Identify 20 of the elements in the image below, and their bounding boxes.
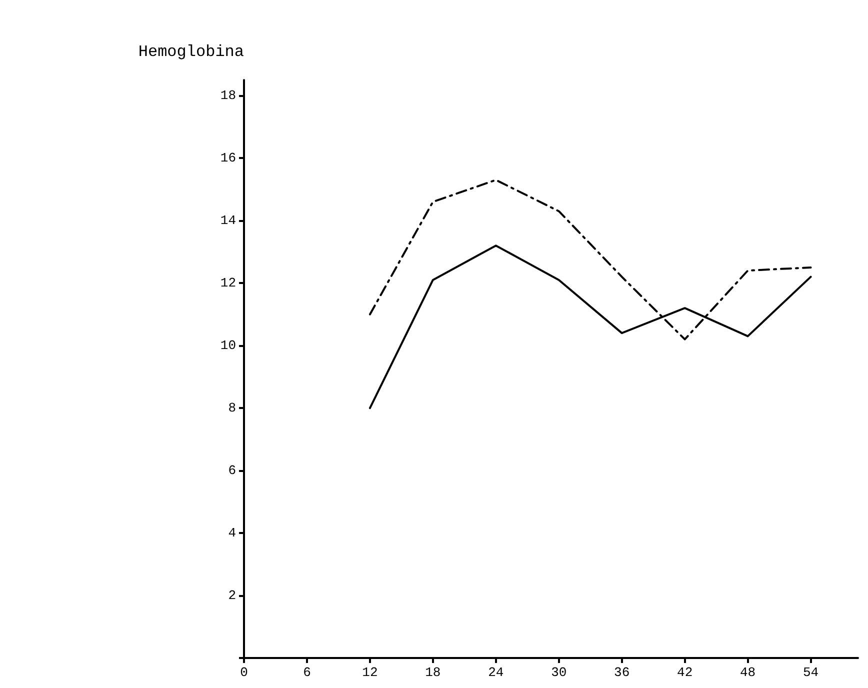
y-tick-label: 2 [228,588,236,604]
y-axis-title: Hemoglobina [138,43,244,61]
x-tick-label: 54 [802,665,819,680]
y-tick-label: 8 [228,400,236,416]
x-tick-label: 42 [677,665,693,680]
x-tick-label: 48 [740,665,756,680]
x-tick-label: 0 [240,665,248,680]
y-tick-label: 4 [228,526,236,541]
x-tick-label: 18 [425,665,441,680]
y-tick-label: 16 [220,150,236,166]
x-tick-label: 12 [362,665,378,680]
x-tick-label: 6 [303,665,311,680]
x-tick-label: 24 [488,665,504,680]
y-tick-label: 12 [220,276,236,291]
x-tick-label: 36 [614,665,630,680]
y-tick-label: 10 [220,338,236,354]
y-tick-label: 6 [228,463,236,478]
y-tick-label: 18 [220,88,236,104]
y-tick-label: 14 [220,213,236,228]
x-tick-label: 30 [551,665,567,680]
